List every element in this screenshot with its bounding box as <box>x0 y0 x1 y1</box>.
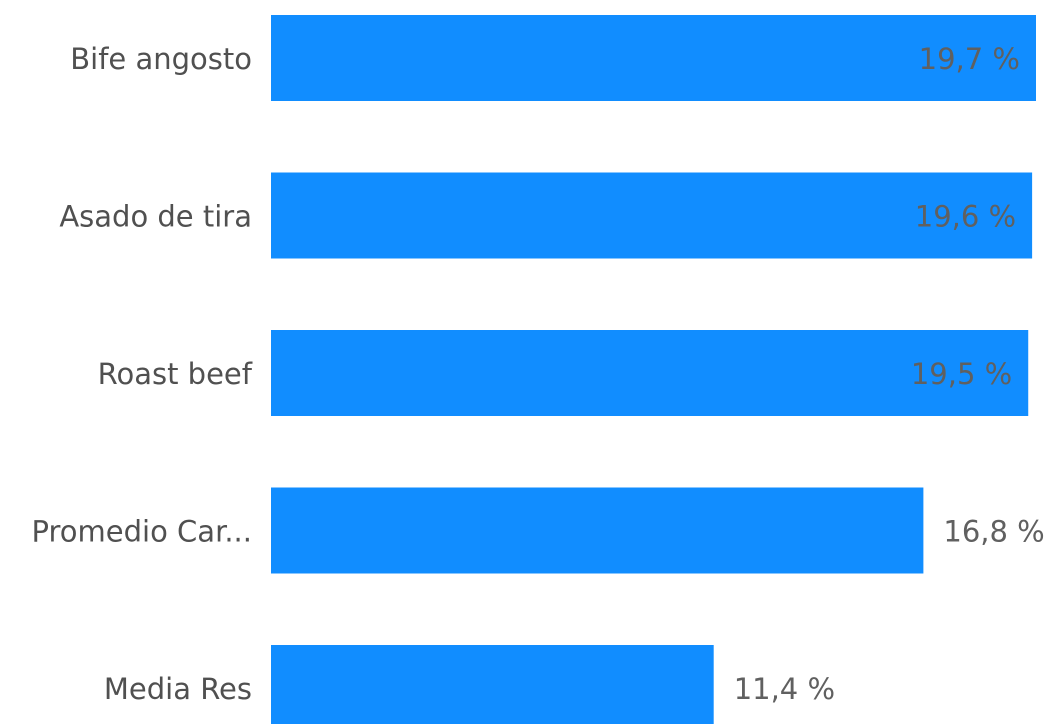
bar <box>271 15 1036 101</box>
data-label: 19,5 % <box>911 357 1012 391</box>
category-label: Roast beef <box>98 357 253 391</box>
bar <box>271 330 1029 416</box>
data-label: 11,4 % <box>734 672 835 706</box>
bar <box>271 487 924 574</box>
data-label: 16,8 % <box>943 515 1044 549</box>
data-label: 19,7 % <box>919 42 1020 76</box>
bar <box>271 645 714 724</box>
category-label: Bife angosto <box>70 42 252 76</box>
bar <box>271 172 1033 259</box>
category-label: Promedio Car... <box>32 515 252 549</box>
category-label: Asado de tira <box>59 200 252 234</box>
data-label: 19,6 % <box>915 200 1016 234</box>
category-label: Media Res <box>104 672 252 706</box>
